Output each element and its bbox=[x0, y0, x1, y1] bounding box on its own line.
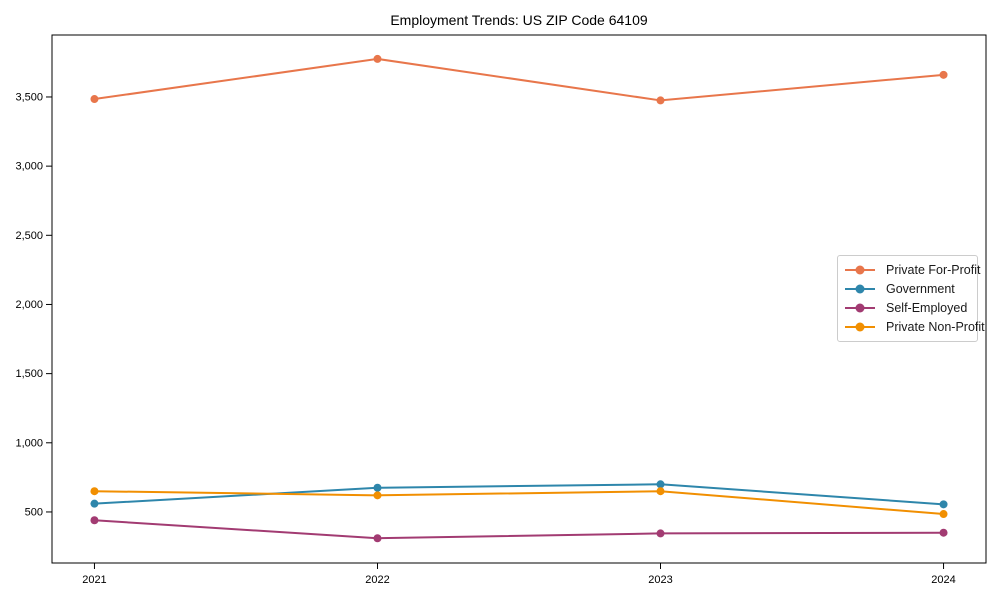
data-point-government-2022 bbox=[373, 483, 382, 492]
series-line-private-for-profit bbox=[94, 57, 944, 102]
data-point-private-for-profit-2023 bbox=[656, 96, 665, 105]
data-point-government-2021 bbox=[90, 499, 99, 508]
data-point-self-employed-2021 bbox=[90, 516, 99, 525]
data-point-private-non-profit-2021 bbox=[90, 487, 99, 496]
legend-key-icon bbox=[845, 322, 875, 332]
legend-label: Private Non-Profit bbox=[886, 320, 985, 335]
legend-key-icon bbox=[845, 265, 875, 275]
y-axis-tick-label: 2,000 bbox=[15, 299, 43, 311]
legend-item-government: Government bbox=[844, 280, 971, 298]
data-point-self-employed-2022 bbox=[373, 534, 382, 543]
data-point-private-non-profit-2023 bbox=[656, 487, 665, 496]
y-axis-tick-label: 500 bbox=[25, 506, 43, 518]
chart-title: Employment Trends: US ZIP Code 64109 bbox=[390, 12, 648, 28]
y-axis-tick-label: 3,500 bbox=[15, 91, 43, 103]
x-axis-tick-label: 2023 bbox=[648, 574, 672, 586]
y-axis-tick-label: 1,000 bbox=[15, 437, 43, 449]
legend: Private For-Profit Government Self-Employe… bbox=[837, 255, 985, 342]
x-axis-tick-label: 2024 bbox=[931, 574, 955, 586]
data-point-government-2024 bbox=[939, 500, 948, 509]
legend-label: Private For-Profit bbox=[886, 262, 981, 277]
series-line-government bbox=[94, 483, 944, 506]
y-axis-tick-label: 2,500 bbox=[15, 230, 43, 242]
y-axis-tick-label: 3,000 bbox=[15, 161, 43, 173]
legend-label: Government bbox=[886, 281, 955, 296]
x-axis-tick-label: 2022 bbox=[365, 574, 389, 586]
data-point-private-for-profit-2024 bbox=[939, 70, 948, 79]
data-point-government-2023 bbox=[656, 480, 665, 489]
legend-item-private-non-profit: Private Non-Profit bbox=[844, 318, 985, 336]
series-line-private-non-profit bbox=[94, 490, 944, 516]
data-point-private-for-profit-2021 bbox=[90, 95, 99, 104]
legend-item-private-for-profit: Private For-Profit bbox=[844, 261, 980, 279]
x-axis-tick-label: 2021 bbox=[82, 574, 106, 586]
legend-key-icon bbox=[845, 284, 875, 294]
y-axis-tick-label: 1,500 bbox=[15, 368, 43, 380]
data-point-self-employed-2024 bbox=[939, 528, 948, 537]
data-point-private-for-profit-2022 bbox=[373, 54, 382, 63]
legend-item-self-employed: Self-Employed bbox=[844, 299, 971, 317]
data-point-private-non-profit-2022 bbox=[373, 491, 382, 500]
data-point-self-employed-2023 bbox=[656, 529, 665, 538]
legend-key-icon bbox=[845, 303, 875, 313]
legend-label: Self-Employed bbox=[886, 301, 968, 316]
plot-border bbox=[51, 34, 987, 564]
data-point-private-non-profit-2024 bbox=[939, 510, 948, 519]
series-line-self-employed bbox=[94, 519, 944, 540]
